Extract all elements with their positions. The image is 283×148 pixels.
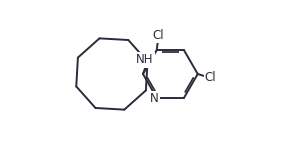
Text: N: N (150, 92, 158, 105)
Text: NH: NH (136, 53, 153, 66)
Text: Cl: Cl (152, 29, 164, 42)
Text: Cl: Cl (205, 71, 216, 84)
